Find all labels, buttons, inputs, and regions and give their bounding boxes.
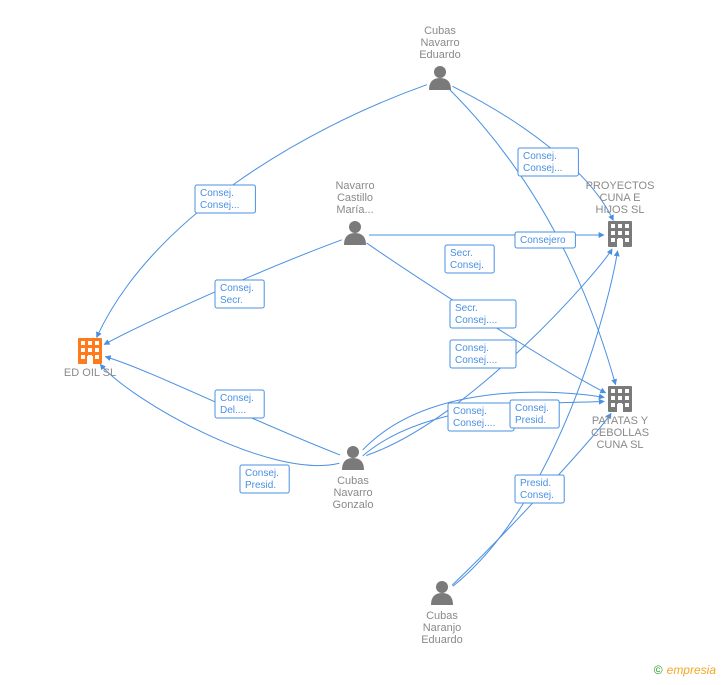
edge-label-text: Consej. — [450, 260, 484, 271]
edge-label-text: Consej... — [523, 163, 562, 174]
node-label: Castillo — [337, 192, 373, 204]
brand-name: mpresia — [673, 663, 716, 677]
person-node: NavarroCastilloMaría... — [335, 180, 374, 245]
edge-label-text: Consej. — [455, 343, 489, 354]
node-label: Navarro — [333, 487, 372, 499]
node-label: Cubas — [424, 25, 456, 37]
edge-label-text: Consej... — [200, 200, 239, 211]
edge-label-text: Secr. — [220, 295, 243, 306]
building-node: PROYECTOSCUNA EHIJOS SL — [586, 180, 655, 247]
node-label: CEBOLLAS — [591, 427, 649, 439]
person-node: CubasNavarroGonzalo — [333, 446, 374, 511]
edge-label-text: Consej. — [220, 393, 254, 404]
node-label: Gonzalo — [333, 499, 374, 511]
copyright-symbol: © — [654, 663, 663, 677]
node-label: ED OIL SL — [64, 367, 116, 379]
edge-label-text: Consej. — [453, 406, 487, 417]
edge-label-text: Consej. — [200, 188, 234, 199]
edge-label-text: Secr. — [450, 248, 473, 259]
node-label: PATATAS Y — [592, 415, 649, 427]
node-label: Navarro — [335, 180, 374, 192]
edge-label-text: Del.... — [220, 405, 246, 416]
building-node: ED OIL SL — [64, 338, 116, 379]
edge-label-text: Consej. — [245, 468, 279, 479]
edge-label-text: Consej.... — [455, 355, 497, 366]
person-node: CubasNaranjoEduardo — [421, 581, 463, 646]
node-label: CUNA E — [600, 192, 641, 204]
edge-label-text: Presid. — [520, 478, 551, 489]
edge-label-text: Presid. — [515, 415, 546, 426]
edge-label-text: Consej. — [520, 490, 554, 501]
edge-label-text: Consejero — [520, 235, 566, 246]
edge-label-text: Presid. — [245, 480, 276, 491]
edge-label-text: Consej.... — [453, 418, 495, 429]
node-label: PROYECTOS — [586, 180, 655, 192]
node-label: Eduardo — [421, 634, 463, 646]
node-label: Eduardo — [419, 49, 461, 61]
edge-label-text: Consej. — [515, 403, 549, 414]
node-label: HIJOS SL — [596, 204, 645, 216]
node-label: Cubas — [337, 475, 369, 487]
person-node: CubasNavarroEduardo — [419, 25, 461, 90]
node-label: Navarro — [420, 37, 459, 49]
node-label: CUNA SL — [596, 439, 643, 451]
edge-label-text: Consej. — [523, 151, 557, 162]
edge-label-text: Consej.... — [455, 315, 497, 326]
network-diagram: Consej.Consej...Consej.Consej...Consejer… — [0, 0, 728, 685]
footer-attribution: ©empresia — [654, 663, 716, 677]
node-label: Naranjo — [423, 622, 462, 634]
edge-label-text: Consej. — [220, 283, 254, 294]
edge-label-text: Secr. — [455, 303, 478, 314]
node-label: Cubas — [426, 610, 458, 622]
building-node: PATATAS YCEBOLLASCUNA SL — [591, 386, 649, 451]
node-label: María... — [336, 204, 373, 216]
